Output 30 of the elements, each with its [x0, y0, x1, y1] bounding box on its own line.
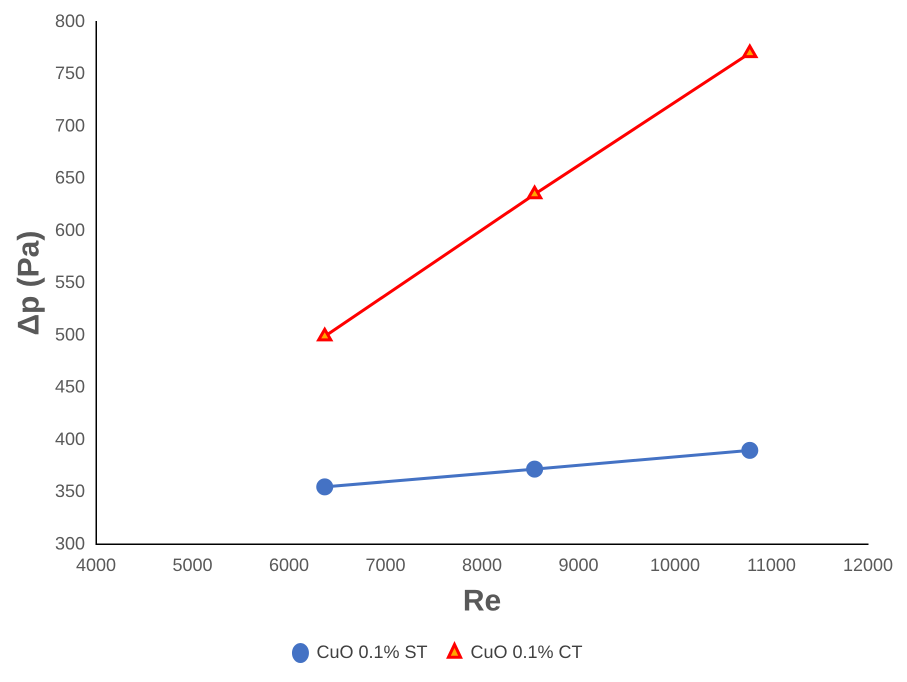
point — [741, 442, 758, 459]
y-tick-label: 600 — [54, 220, 86, 240]
legend-label: CuO 0.1% ST — [316, 642, 428, 662]
point — [316, 478, 334, 496]
x-tick-label: 7000 — [365, 555, 406, 576]
x-axis-title: Re — [462, 584, 502, 618]
y-tick-label: 300 — [54, 533, 86, 554]
y-tick-label: 450 — [54, 376, 86, 397]
y-tick-label: 650 — [54, 168, 86, 188]
y-tick-label: 350 — [54, 481, 86, 502]
y-tick-label: 750 — [54, 63, 86, 84]
y-tick-label: 550 — [54, 272, 86, 292]
legend-label: CuO 0.1% CT — [470, 642, 583, 662]
point — [527, 186, 542, 200]
x-tick-label: 5000 — [172, 555, 213, 576]
x-tick-label: 8000 — [462, 555, 502, 576]
y-tick-label: 500 — [54, 324, 86, 344]
x-tick-label: 12000 — [842, 555, 894, 576]
x-tick-label: 10000 — [650, 555, 700, 576]
point — [526, 460, 544, 478]
y-tick-label: 700 — [54, 115, 86, 136]
y-tick-label: 800 — [54, 10, 86, 31]
x-tick-label: 4000 — [76, 555, 116, 576]
y-axis-title: Δp (Pa) — [12, 230, 46, 336]
y-tick-label: 400 — [54, 428, 86, 449]
point — [317, 328, 332, 342]
x-tick-label: 6000 — [269, 555, 310, 576]
point — [742, 44, 758, 58]
x-tick-label: 9000 — [558, 555, 599, 576]
x-tick-label: 11000 — [747, 555, 796, 576]
